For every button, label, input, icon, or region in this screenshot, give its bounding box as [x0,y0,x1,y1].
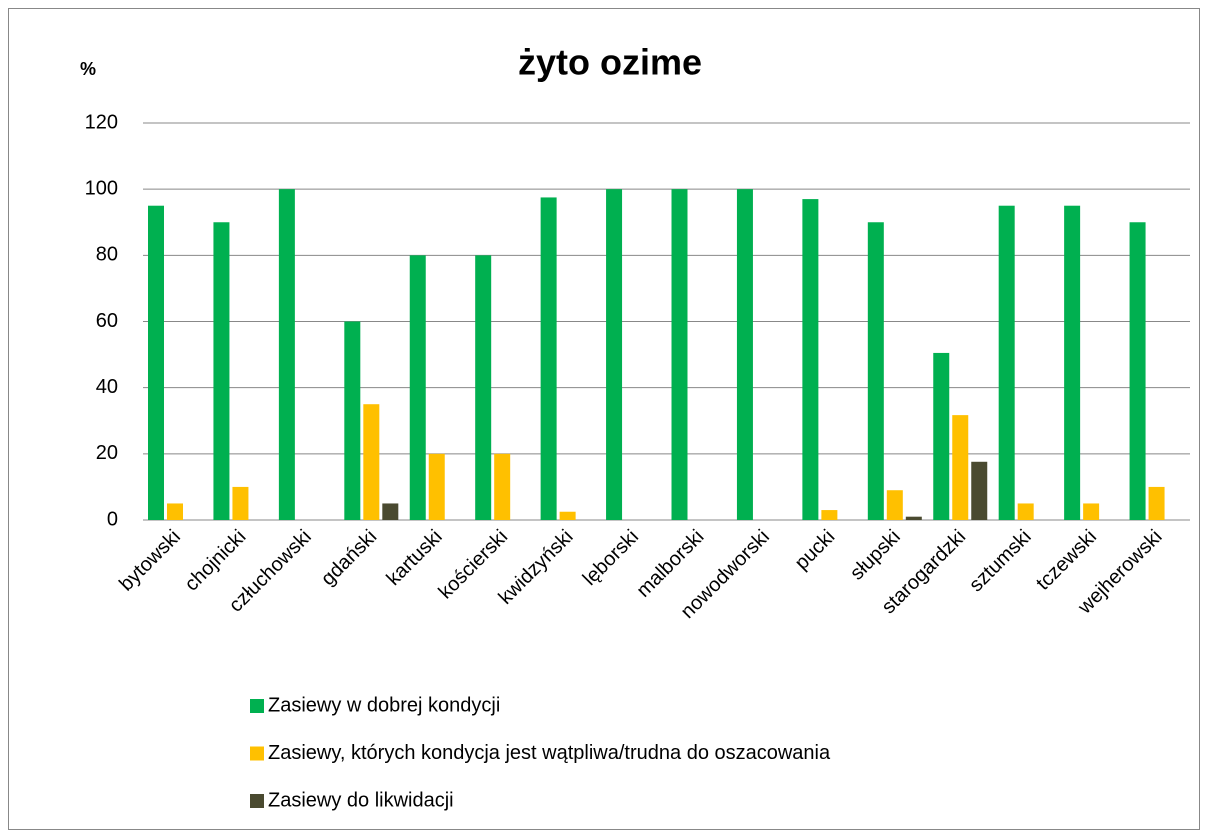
chart-border [8,8,1200,830]
bar [382,503,399,520]
bar [1083,503,1100,520]
bar [971,461,988,520]
bar [540,197,557,520]
bar [232,486,249,520]
bar [409,255,426,521]
legend-swatch [250,794,264,808]
y-tick-label: 40 [96,376,118,398]
y-tick-label: 80 [96,244,118,266]
bar [494,453,511,520]
bar [606,189,623,520]
bar [559,511,576,520]
bar [428,453,445,520]
bar [886,490,903,520]
bar [213,222,230,520]
bar [148,205,164,521]
y-tick-label: 60 [96,310,118,332]
bar [671,189,688,520]
legend-label: Zasiewy w dobrej kondycji [268,694,500,716]
bar [278,189,295,520]
y-tick-label: 20 [96,442,118,464]
bar [952,415,969,520]
bar [1017,503,1034,520]
bar [1129,222,1146,520]
bar [905,516,922,520]
bar [475,255,492,521]
bar [736,189,753,520]
chart-title: żyto ozime [518,42,702,83]
y-tick-label: 120 [85,111,118,133]
legend-label: Zasiewy do likwidacji [268,789,454,811]
bar [1064,205,1081,521]
bar [363,404,380,520]
y-tick-label: 100 [85,177,118,199]
bar [998,205,1015,521]
bar [1148,486,1165,520]
y-axis-label: % [80,59,96,79]
bar [802,199,819,520]
legend-swatch [250,699,264,713]
y-tick-label: 0 [107,508,118,530]
bar [821,510,838,520]
legend-swatch [250,746,264,761]
bar [867,222,884,520]
legend-label: Zasiewy, których kondycja jest wątpliwa/… [268,742,831,764]
bar [344,321,361,520]
bar [933,352,950,520]
bar [167,503,183,520]
